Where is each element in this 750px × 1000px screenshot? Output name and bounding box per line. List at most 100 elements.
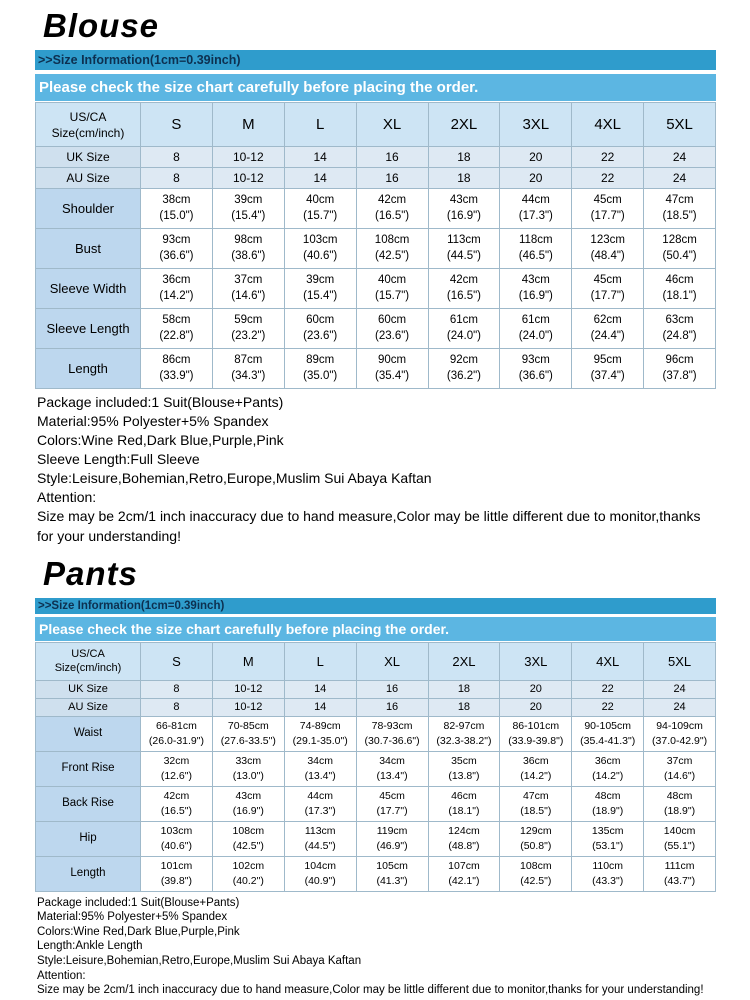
size-column-header: L	[283, 641, 357, 681]
region-size-value: 22	[571, 679, 645, 699]
blouse-section: Blouse >>Size Information(1cm=0.39inch) …	[35, 7, 716, 546]
product-detail-line: Style:Leisure,Bohemian,Retro,Europe,Musl…	[37, 954, 362, 967]
size-column-header: S	[140, 641, 213, 681]
measurement-value: 105cm (41.3")	[355, 855, 429, 892]
pants-section: Pants >>Size Information(1cm=0.39inch) P…	[35, 554, 716, 998]
measurement-value: 129cm (50.8")	[499, 820, 573, 857]
measurement-value: 82-97cm (32.3-38.2")	[427, 715, 501, 752]
region-size-row: AU Size 8 10-12 14 16 18 20 22 24	[35, 697, 716, 717]
measurement-value: 39cm (15.4")	[211, 188, 285, 230]
size-column-header: M	[211, 102, 285, 148]
measurement-row: Length 86cm (33.9") 87cm (34.3") 89cm (35.0…	[35, 348, 716, 390]
measurement-value: 46cm (18.1")	[427, 785, 501, 822]
measurement-value: 113cm (44.5")	[427, 228, 501, 270]
region-size-label: UK Size	[35, 679, 141, 699]
region-size-row: UK Size 8 10-12 14 16 18 20 22 24	[35, 679, 716, 699]
pants-title: Pants	[43, 554, 138, 592]
measurement-value: 45cm (17.7")	[571, 188, 645, 230]
size-column-header: L	[283, 102, 357, 148]
region-size-value: 16	[355, 146, 429, 169]
measurement-value: 87cm (34.3")	[211, 348, 285, 390]
measurement-value: 128cm (50.4")	[643, 228, 716, 270]
region-size-value: 8	[140, 167, 213, 190]
region-size-value: 20	[499, 697, 573, 717]
measurement-value: 62cm (24.4")	[571, 308, 645, 350]
region-size-value: 18	[427, 167, 501, 190]
measurement-label: Bust	[35, 228, 141, 270]
measurement-value: 108cm (42.5")	[499, 855, 573, 892]
size-column-header: XL	[355, 641, 429, 681]
region-size-value: 10-12	[211, 167, 285, 190]
measurement-value: 93cm (36.6")	[499, 348, 573, 390]
measurement-value: 110cm (43.3")	[571, 855, 645, 892]
measurement-value: 89cm (35.0")	[283, 348, 357, 390]
region-size-value: 22	[571, 167, 645, 190]
measurement-value: 60cm (23.6")	[355, 308, 429, 350]
region-size-value: 24	[643, 167, 716, 190]
product-detail-line: Length:Ankle Length	[37, 940, 143, 953]
measurement-value: 61cm (24.0")	[499, 308, 573, 350]
measurement-row: Hip 103cm (40.6") 108cm (42.5") 113cm (44.5…	[35, 820, 716, 857]
measurement-value: 92cm (36.2")	[427, 348, 501, 390]
blouse-size-info-header: >>Size Information(1cm=0.39inch)	[35, 50, 716, 71]
measurement-value: 40cm (15.7")	[283, 188, 357, 230]
measurement-value: 70-85cm (27.6-33.5")	[211, 715, 285, 752]
measurement-label: Hip	[35, 820, 141, 857]
region-size-value: 16	[355, 167, 429, 190]
measurement-row: Front Rise 32cm (12.6") 33cm (13.0") 34cm (…	[35, 750, 716, 787]
region-size-value: 20	[499, 167, 573, 190]
product-detail-line: Package included:1 Suit(Blouse+Pants)	[37, 394, 284, 411]
region-size-value: 24	[643, 697, 716, 717]
size-column-header: 5XL	[643, 102, 716, 148]
measurement-value: 46cm (18.1")	[643, 268, 716, 310]
measurement-value: 86cm (33.9")	[140, 348, 213, 390]
size-column-header: XL	[355, 102, 429, 148]
measurement-value: 66-81cm (26.0-31.9")	[140, 715, 213, 752]
measurement-value: 32cm (12.6")	[140, 750, 213, 787]
measurement-value: 93cm (36.6")	[140, 228, 213, 270]
measurement-value: 37cm (14.6")	[211, 268, 285, 310]
measurement-value: 36cm (14.2")	[499, 750, 573, 787]
measurement-value: 90-105cm (35.4-41.3")	[571, 715, 645, 752]
measurement-value: 104cm (40.9")	[283, 855, 357, 892]
measurement-value: 108cm (42.5")	[355, 228, 429, 270]
size-column-header: M	[211, 641, 285, 681]
blouse-title: Blouse	[43, 7, 160, 44]
measurement-row: Shoulder 38cm (15.0") 39cm (15.4") 40cm (15…	[35, 188, 716, 230]
region-size-value: 20	[499, 679, 573, 699]
measurement-value: 94-109cm (37.0-42.9")	[643, 715, 716, 752]
measurement-value: 102cm (40.2")	[211, 855, 285, 892]
measurement-value: 48cm (18.9")	[643, 785, 716, 822]
measurement-value: 58cm (22.8")	[140, 308, 213, 350]
measurement-value: 42cm (16.5")	[140, 785, 213, 822]
measurement-value: 123cm (48.4")	[571, 228, 645, 270]
measurement-value: 43cm (16.9")	[211, 785, 285, 822]
measurement-label: Length	[35, 855, 141, 892]
us-ca-size-header: US/CA Size(cm/inch)	[35, 641, 141, 681]
measurement-value: 59cm (23.2")	[211, 308, 285, 350]
product-detail-line: Attention:	[37, 969, 86, 982]
measurement-value: 37cm (14.6")	[643, 750, 716, 787]
measurement-value: 98cm (38.6")	[211, 228, 285, 270]
measurement-label: Sleeve Width	[35, 268, 141, 310]
measurement-value: 108cm (42.5")	[211, 820, 285, 857]
region-size-value: 22	[571, 697, 645, 717]
size-column-header: 2XL	[427, 102, 501, 148]
pants-size-info-header: >>Size Information(1cm=0.39inch)	[35, 597, 716, 614]
product-detail-line: Colors:Wine Red,Dark Blue,Purple,Pink	[37, 432, 284, 449]
measurement-value: 74-89cm (29.1-35.0")	[283, 715, 357, 752]
measurement-row: Length 101cm (39.8") 102cm (40.2") 104cm (4…	[35, 855, 716, 892]
measurement-value: 44cm (17.3")	[499, 188, 573, 230]
product-detail-line: Colors:Wine Red,Dark Blue,Purple,Pink	[37, 925, 240, 938]
measurement-value: 111cm (43.7")	[643, 855, 716, 892]
region-size-value: 10-12	[211, 679, 285, 699]
measurement-value: 90cm (35.4")	[355, 348, 429, 390]
measurement-label: Back Rise	[35, 785, 141, 822]
region-size-value: 18	[427, 679, 501, 699]
measurement-value: 45cm (17.7")	[571, 268, 645, 310]
measurement-value: 60cm (23.6")	[283, 308, 357, 350]
measurement-value: 36cm (14.2")	[571, 750, 645, 787]
measurement-value: 135cm (53.1")	[571, 820, 645, 857]
region-size-value: 20	[499, 146, 573, 169]
